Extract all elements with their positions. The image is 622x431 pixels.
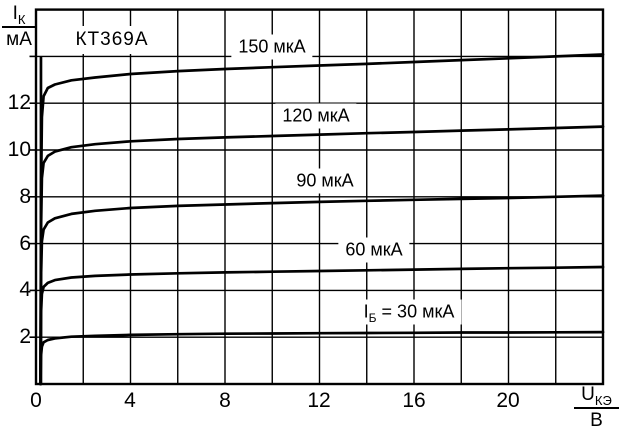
curve-label-30uA: IБ = 30 мкА	[356, 299, 462, 325]
curve-label-60uA: 60 мкА	[338, 237, 410, 263]
chart-title: КТ369А	[67, 26, 157, 54]
curve-label-150uA: 150 мкА	[231, 34, 313, 60]
x-axis-label-denominator: В	[590, 410, 603, 431]
y-axis-label-numerator: IК	[2, 4, 36, 28]
x-axis-label: UКЭ В	[574, 385, 619, 431]
curve-150uA	[39, 53, 605, 386]
x-tick-12: 12	[307, 389, 331, 412]
curve-label-120uA: 120 мкА	[275, 103, 357, 129]
y-tick-8: 8	[19, 185, 31, 208]
curve-120uA	[39, 125, 605, 386]
x-tick-20: 20	[496, 389, 520, 412]
x-tick-8: 8	[219, 389, 231, 412]
curve-label-90uA: 90 мкА	[289, 168, 361, 194]
y-tick-12: 12	[7, 91, 31, 114]
x-tick-16: 16	[402, 389, 426, 412]
y-axis-label: IК мА	[2, 4, 36, 50]
x-tick-0: 0	[30, 389, 42, 412]
curve-30uA	[39, 330, 605, 386]
x-tick-4: 4	[124, 389, 136, 412]
y-tick-2: 2	[19, 325, 31, 348]
y-axis-label-denominator: мА	[6, 29, 32, 50]
y-tick-4: 4	[19, 278, 31, 301]
y-tick-10: 10	[7, 138, 31, 161]
curve-60uA	[39, 265, 605, 386]
curve-90uA	[39, 194, 605, 386]
y-tick-6: 6	[19, 232, 31, 255]
x-axis-label-numerator: UКЭ	[574, 385, 619, 409]
